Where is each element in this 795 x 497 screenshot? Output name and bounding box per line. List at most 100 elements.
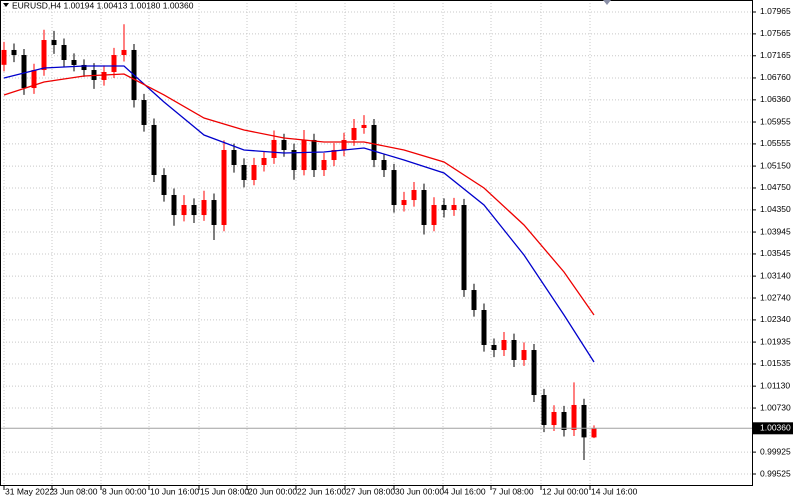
x-tick-label: 8 Jun 00:00 bbox=[102, 486, 147, 496]
candle-body bbox=[101, 71, 107, 80]
candle-body bbox=[361, 124, 367, 128]
candle-body bbox=[151, 124, 157, 176]
x-tick-label: 15 Jun 08:00 bbox=[200, 486, 249, 496]
y-tick-label: 1.02740 bbox=[760, 292, 791, 302]
candle-body bbox=[61, 44, 67, 60]
y-tick-label: 1.05555 bbox=[760, 138, 791, 148]
candle-body bbox=[251, 164, 257, 180]
moving-average bbox=[3, 73, 595, 316]
candle-body bbox=[481, 310, 487, 345]
candle-body bbox=[331, 149, 337, 161]
candle-body bbox=[491, 344, 497, 351]
candle-body bbox=[231, 149, 237, 165]
grid bbox=[0, 0, 752, 486]
y-tick-label: 1.04750 bbox=[760, 182, 791, 192]
y-tick-label: 0.99925 bbox=[760, 446, 791, 456]
candle-body bbox=[141, 100, 147, 125]
candle-body bbox=[201, 200, 207, 216]
x-tick-label: 30 Jun 00:00 bbox=[395, 486, 444, 496]
y-tick-label: 1.03945 bbox=[760, 226, 791, 236]
candle-body bbox=[391, 170, 397, 206]
candle-body bbox=[81, 64, 87, 71]
x-tick-label: 10 Jun 16:00 bbox=[150, 486, 199, 496]
candle-body bbox=[171, 194, 177, 216]
plot-frame bbox=[0, 0, 753, 486]
candle-body bbox=[21, 55, 27, 89]
candle-body bbox=[461, 205, 467, 291]
candle-body bbox=[531, 350, 537, 396]
candle-body bbox=[541, 395, 547, 426]
candle-body bbox=[281, 139, 287, 150]
candle-body bbox=[41, 40, 47, 71]
y-tick-label: 1.01130 bbox=[760, 380, 790, 390]
candle-body bbox=[351, 127, 357, 140]
candle-body bbox=[301, 139, 307, 171]
candle-body bbox=[501, 340, 507, 351]
x-tick-label: 27 Jun 08:00 bbox=[346, 486, 395, 496]
candle-body bbox=[11, 49, 17, 56]
y-tick-label: 0.99525 bbox=[760, 468, 791, 478]
y-tick-label: 1.02340 bbox=[760, 314, 791, 324]
y-tick-label: 1.07165 bbox=[760, 50, 791, 60]
candle-body bbox=[371, 124, 377, 161]
candle-body bbox=[511, 340, 517, 360]
candle-body bbox=[431, 205, 437, 225]
candle-body bbox=[581, 404, 587, 438]
x-tick-label: 22 Jun 16:00 bbox=[297, 486, 346, 496]
candle-body bbox=[321, 160, 327, 171]
x-tick-label: 20 Jun 00:00 bbox=[248, 486, 297, 496]
candle-body bbox=[551, 411, 557, 426]
candle-body bbox=[571, 404, 577, 430]
x-tick-label: 4 Jul 16:00 bbox=[444, 486, 486, 496]
x-tick-label: 31 May 2022 bbox=[5, 486, 54, 496]
candle-body bbox=[471, 290, 477, 311]
moving-average bbox=[3, 65, 595, 363]
chart-header: EURUSD,H4 1.00194 1.00413 1.00180 1.0036… bbox=[12, 0, 194, 10]
y-tick-label: 1.06760 bbox=[760, 72, 791, 82]
candle-body bbox=[161, 175, 167, 195]
y-tick-label: 1.07965 bbox=[760, 6, 791, 16]
candle-body bbox=[211, 200, 217, 225]
candle-body bbox=[311, 139, 317, 171]
x-tick-label: 14 Jul 16:00 bbox=[591, 486, 638, 496]
candle-body bbox=[401, 200, 407, 206]
last-price-label: 1.00360 bbox=[760, 423, 791, 433]
last-price-box bbox=[753, 422, 793, 435]
y-tick-label: 1.03140 bbox=[760, 270, 791, 280]
y-tick-label: 1.01935 bbox=[760, 336, 791, 346]
candle-body bbox=[421, 190, 427, 225]
candle-body bbox=[51, 40, 57, 45]
candle-body bbox=[111, 55, 117, 72]
candle-body bbox=[261, 157, 267, 165]
y-tick-label: 1.05150 bbox=[760, 160, 791, 170]
candle-body bbox=[341, 139, 347, 150]
candle-body bbox=[591, 428, 597, 438]
plot bbox=[0, 24, 752, 461]
candle-body bbox=[561, 411, 567, 430]
candle-body bbox=[191, 205, 197, 216]
candle-body bbox=[411, 190, 417, 201]
x-tick-label: 3 Jun 08:00 bbox=[53, 486, 98, 496]
shift-marker[interactable] bbox=[603, 0, 611, 5]
candle-body bbox=[271, 139, 277, 158]
y-tick-label: 1.03545 bbox=[760, 248, 791, 258]
axes: 1.07965 1.07565 1.07165 1.06760 1.06360 1.059… bbox=[3, 6, 793, 496]
x-tick-label: 7 Jul 08:00 bbox=[492, 486, 534, 496]
candle-body bbox=[1, 49, 7, 65]
candle-body bbox=[121, 49, 127, 56]
candle-body bbox=[221, 149, 227, 225]
y-tick-label: 1.06360 bbox=[760, 94, 791, 104]
candle-body bbox=[181, 205, 187, 216]
y-tick-label: 1.00730 bbox=[760, 402, 791, 412]
y-tick-label: 1.05955 bbox=[760, 116, 791, 126]
x-tick-label: 12 Jul 00:00 bbox=[542, 486, 589, 496]
candle-body bbox=[381, 160, 387, 171]
y-tick-label: 1.04350 bbox=[760, 204, 791, 214]
candle-body bbox=[241, 164, 247, 180]
candle-body bbox=[71, 59, 77, 65]
menu-arrow[interactable] bbox=[3, 3, 9, 7]
candle-body bbox=[31, 70, 37, 89]
candle-body bbox=[451, 205, 457, 210]
candle-body bbox=[441, 205, 447, 210]
